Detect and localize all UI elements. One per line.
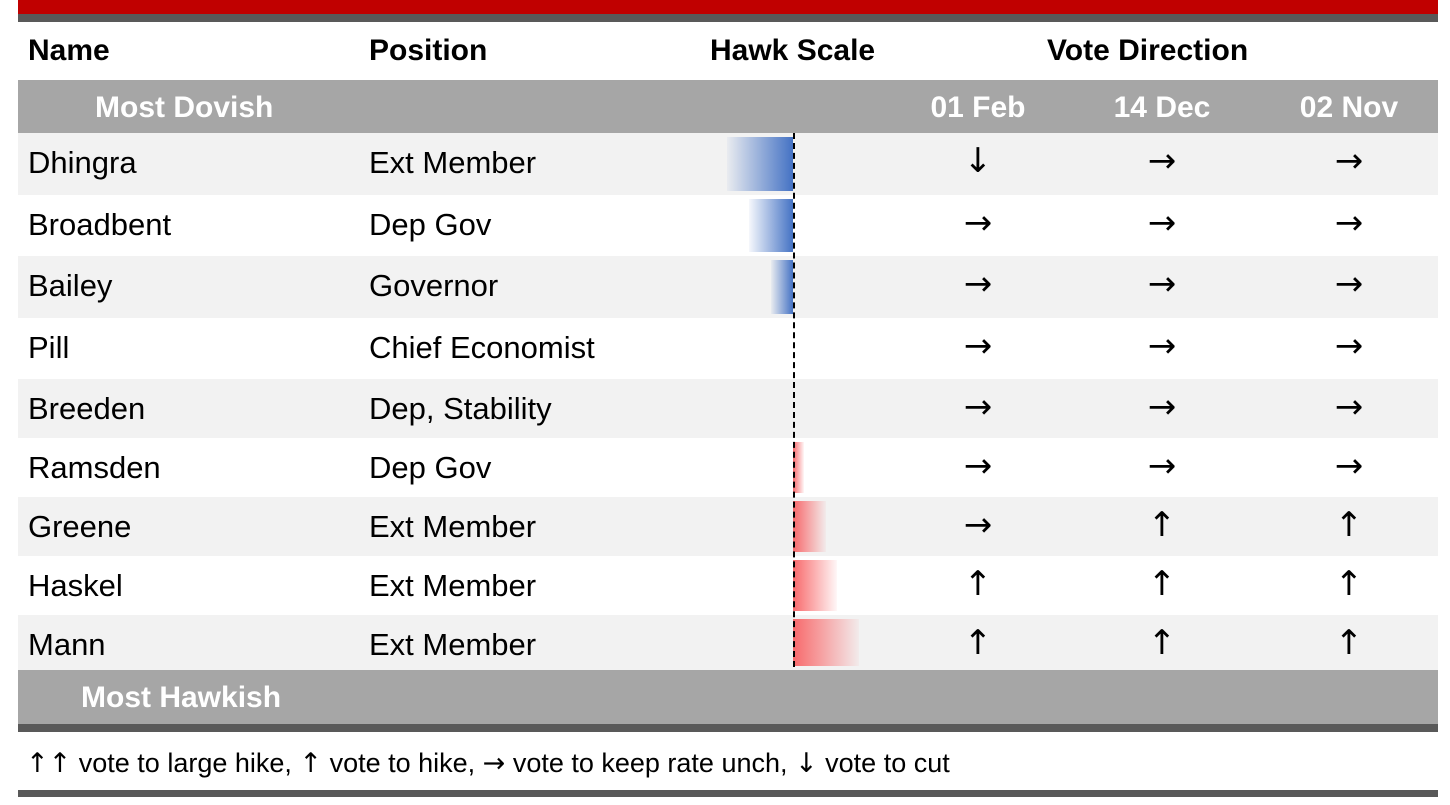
- table-row: Dhingra Ext Member ↓ → →: [18, 133, 1438, 195]
- vote-arrow-icon: →: [1147, 203, 1177, 243]
- table-row: Greene Ext Member → ↑ ↑: [18, 497, 1438, 556]
- member-name: Dhingra: [28, 145, 137, 180]
- member-name: Mann: [28, 627, 106, 662]
- hawkish-bar: [793, 619, 859, 666]
- vote-date-1: 01 Feb: [930, 91, 1026, 124]
- member-position: Ext Member: [369, 509, 537, 544]
- vote-arrow-icon: →: [1334, 326, 1364, 366]
- member-position: Ext Member: [369, 145, 537, 180]
- cut-arrow-icon: ↓: [795, 748, 818, 779]
- vote-arrow-icon: ↑: [963, 564, 993, 604]
- vote-date-3: 02 Nov: [1299, 91, 1399, 124]
- vote-arrow-icon: ↑: [1147, 505, 1177, 545]
- table-row: Mann Ext Member ↑ ↑ ↑: [18, 615, 1438, 670]
- member-name: Pill: [28, 330, 70, 365]
- member-name: Ramsden: [28, 450, 161, 485]
- legend-hike-text: vote to hike,: [329, 748, 476, 778]
- vote-arrow-icon: ↑: [963, 623, 993, 663]
- vote-arrow-icon: →: [1147, 264, 1177, 304]
- member-position: Ext Member: [369, 627, 537, 662]
- member-name: Breeden: [28, 391, 146, 426]
- member-position: Dep Gov: [369, 450, 492, 485]
- member-name: Haskel: [28, 568, 123, 603]
- dovish-bar: [749, 199, 793, 252]
- header-position: Position: [369, 34, 488, 67]
- top-divider: [18, 14, 1438, 22]
- dovish-bar: [727, 137, 793, 191]
- vote-arrow-icon: →: [1334, 203, 1364, 243]
- header-vote-direction: Vote Direction: [1047, 34, 1249, 67]
- vote-arrow-icon: →: [963, 203, 993, 243]
- member-position: Chief Economist: [369, 330, 595, 365]
- hawkish-bar: [793, 442, 804, 493]
- vote-arrow-icon: →: [963, 387, 993, 427]
- vote-arrow-icon: →: [1147, 326, 1177, 366]
- table-row: Haskel Ext Member ↑ ↑ ↑: [18, 556, 1438, 615]
- most-hawkish-label: Most Hawkish: [81, 681, 282, 714]
- table-row: Breeden Dep, Stability → → →: [18, 379, 1438, 438]
- header-name: Name: [28, 34, 110, 67]
- member-name: Bailey: [28, 268, 113, 303]
- bottom-divider: [18, 724, 1438, 732]
- vote-arrow-icon: →: [1147, 141, 1177, 181]
- vote-arrow-icon: →: [1147, 387, 1177, 427]
- vote-date-2: 14 Dec: [1113, 91, 1211, 124]
- top-accent-bar: [18, 0, 1438, 14]
- legend-divider: [18, 790, 1438, 797]
- header-hawk-scale: Hawk Scale: [710, 34, 876, 67]
- vote-arrow-icon: →: [1334, 141, 1364, 181]
- legend: ↑↑ vote to large hike, ↑ vote to hike, →…: [26, 748, 950, 779]
- member-position: Dep, Stability: [369, 391, 552, 426]
- large-hike-arrows-icon: ↑↑: [26, 748, 72, 779]
- member-position: Governor: [369, 268, 499, 303]
- vote-arrow-icon: ↑: [1147, 623, 1177, 663]
- vote-arrow-icon: →: [963, 505, 993, 545]
- vote-arrow-icon: →: [1147, 446, 1177, 486]
- table-row: Broadbent Dep Gov → → →: [18, 195, 1438, 256]
- member-position: Dep Gov: [369, 207, 492, 242]
- hawk-scale-zero-line: [793, 133, 795, 667]
- vote-arrow-icon: ↑: [1334, 564, 1364, 604]
- most-dovish-band: Most Dovish 01 Feb 14 Dec 02 Nov: [18, 80, 1438, 133]
- table-row: Ramsden Dep Gov → → →: [18, 438, 1438, 497]
- legend-hold-text: vote to keep rate unch,: [512, 748, 788, 778]
- vote-arrow-icon: ↑: [1334, 623, 1364, 663]
- vote-arrow-icon: ↑: [1147, 564, 1177, 604]
- vote-arrow-icon: ↑: [1334, 505, 1364, 545]
- hawkish-bar: [793, 501, 826, 552]
- dovish-bar: [771, 260, 793, 314]
- most-dovish-label: Most Dovish: [95, 91, 274, 124]
- hold-arrow-icon: →: [482, 748, 506, 779]
- member-name: Greene: [28, 509, 132, 544]
- most-hawkish-band: Most Hawkish: [18, 670, 1438, 724]
- vote-arrow-icon: →: [963, 326, 993, 366]
- vote-arrow-icon: →: [1334, 446, 1364, 486]
- vote-arrow-icon: →: [1334, 387, 1364, 427]
- table-header: Name Position Hawk Scale Vote Direction: [18, 22, 1438, 80]
- vote-arrow-icon: →: [963, 264, 993, 304]
- hawkish-bar: [793, 560, 837, 611]
- legend-large-hike-text: vote to large hike,: [78, 748, 292, 778]
- vote-arrow-icon: ↓: [963, 141, 993, 181]
- member-position: Ext Member: [369, 568, 537, 603]
- member-name: Broadbent: [28, 207, 172, 242]
- legend-cut-text: vote to cut: [825, 748, 950, 778]
- table-row: Bailey Governor → → →: [18, 256, 1438, 318]
- vote-arrow-icon: →: [963, 446, 993, 486]
- vote-arrow-icon: →: [1334, 264, 1364, 304]
- table-row: Pill Chief Economist → → →: [18, 318, 1438, 379]
- hike-arrow-icon: ↑: [299, 748, 323, 779]
